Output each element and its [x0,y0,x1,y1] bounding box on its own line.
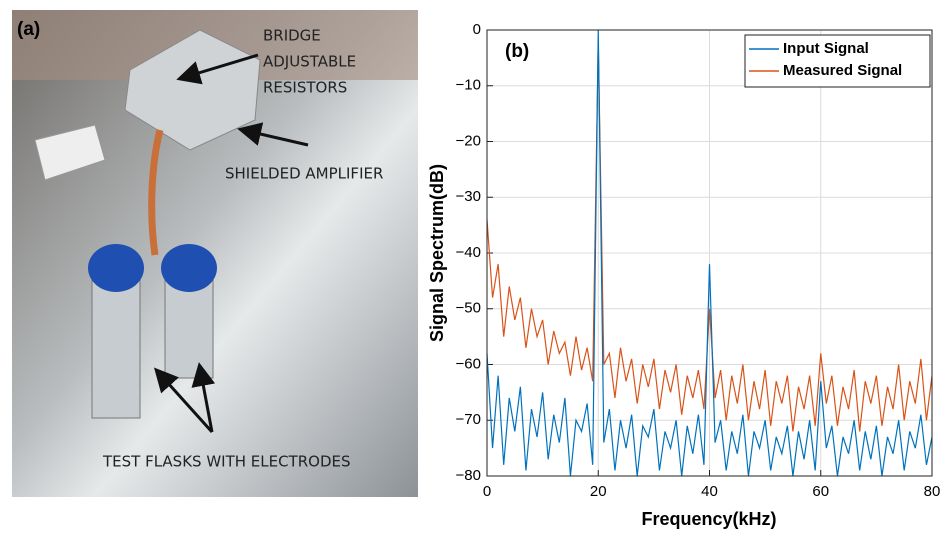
y-tick-label: −30 [456,188,481,205]
annotation: SHIELDED AMPLIFIER [225,165,383,183]
y-tick-label: −20 [456,132,481,149]
y-tick-label: −80 [456,467,481,484]
x-tick-label: 40 [701,483,718,500]
photo: (a) BRIDGE ADJUSTABLE RESISTORS SHIELDED… [12,10,418,497]
series-line [486,29,933,477]
legend-label: Measured Signal [783,62,902,79]
panel-label: (a) [17,19,40,40]
x-tick-label: 0 [483,483,491,500]
y-tick-label: 0 [473,21,481,38]
y-tick-label: −10 [456,77,481,94]
x-tick-label: 80 [924,483,941,500]
arrow [153,367,214,434]
y-tick-label: −70 [456,411,481,428]
x-axis-label: Frequency(kHz) [641,509,776,529]
arrow [237,122,309,147]
annotation: TEST FLASKS WITH ELECTRODES [102,453,351,471]
arrow [191,362,216,433]
flask [91,267,141,419]
y-tick-label: −40 [456,244,481,261]
series-line [486,41,933,432]
legend-label: Input Signal [783,40,869,57]
legend-box [744,34,931,88]
plot-frame [486,29,933,477]
x-tick-label: 20 [590,483,607,500]
y-tick-label: −60 [456,355,481,372]
panel-label: (b) [505,41,529,62]
y-axis-label: Signal Spectrum(dB) [427,164,447,342]
annotation: RESISTORS [263,79,347,97]
x-tick-label: 60 [812,483,829,500]
y-tick-label: −50 [456,300,481,317]
annotation: ADJUSTABLE [263,53,356,71]
annotation: BRIDGE [263,27,321,45]
arrow [176,53,259,85]
flask-cap [88,244,144,292]
battery [34,124,106,181]
bridge-box [124,29,261,151]
cable [148,129,164,256]
flask-cap [161,244,217,292]
